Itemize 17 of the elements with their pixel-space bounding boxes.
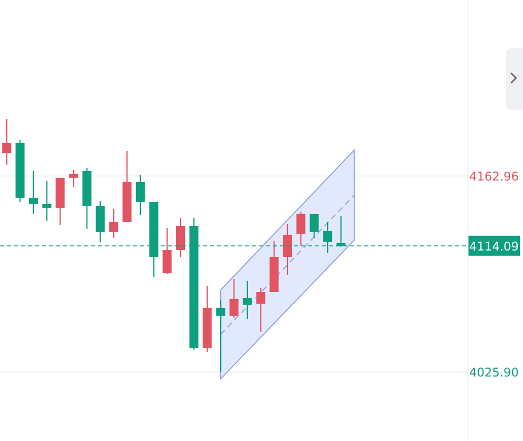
candlestick xyxy=(230,278,238,318)
candlestick xyxy=(296,211,306,246)
candlestick xyxy=(242,280,252,320)
candlestick xyxy=(216,299,226,373)
y-tick-label: 4162.96 xyxy=(469,169,519,184)
candlestick xyxy=(42,180,52,222)
candlestick xyxy=(69,169,78,188)
candlestick xyxy=(2,118,12,166)
candlestick xyxy=(310,213,319,239)
candlestick xyxy=(162,227,172,275)
candlestick xyxy=(28,170,38,215)
candlestick xyxy=(282,223,292,276)
ref-line-label: 4114.09 xyxy=(469,239,519,254)
candlestick xyxy=(136,174,145,216)
y-tick-label: 4025.90 xyxy=(469,365,519,380)
candlestick xyxy=(109,208,118,239)
candlestick xyxy=(256,287,266,332)
